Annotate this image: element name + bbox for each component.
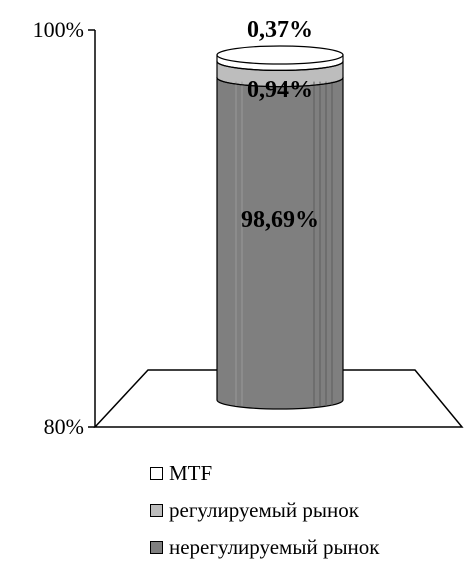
data-label-regulated: 0,94% <box>247 77 313 103</box>
legend-swatch-regulated <box>150 504 163 517</box>
bar-stack <box>216 45 344 410</box>
legend-swatch-unregulated <box>150 541 163 554</box>
legend-label-mtf: MTF <box>169 461 213 485</box>
data-label-unregulated: 98,69% <box>241 207 319 233</box>
legend-label-unregulated: нерегулируемый рынок <box>169 535 380 559</box>
legend-swatch-mtf <box>150 467 163 480</box>
segment-seam <box>216 77 344 88</box>
data-label-mtf: 0,37% <box>247 17 313 43</box>
legend-label-regulated: регулируемый рынок <box>169 498 359 522</box>
legend: MTF регулируемый рынок нерегулируемый ры… <box>150 455 380 566</box>
bar-segment-unregulated <box>216 76 344 410</box>
legend-item-unregulated: нерегулируемый рынок <box>150 529 380 566</box>
segment-seam <box>216 61 344 71</box>
chart: 100% 80% 98,69% 0,94% 0,37% <box>33 17 464 439</box>
legend-item-regulated: регулируемый рынок <box>150 492 380 529</box>
data-labels: 98,69% 0,94% 0,37% <box>241 17 319 233</box>
legend-item-mtf: MTF <box>150 455 380 492</box>
y-tick-label-bottom: 80% <box>44 414 84 439</box>
cylinder-top-cap <box>216 45 344 65</box>
y-tick-label-top: 100% <box>33 17 84 42</box>
